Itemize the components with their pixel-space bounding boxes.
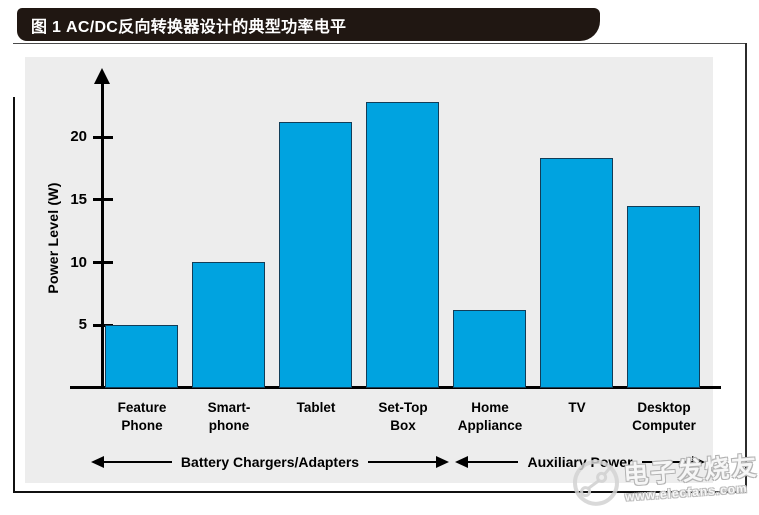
bar-tablet: [279, 122, 352, 388]
y-axis-line: [101, 83, 104, 389]
frame-border-top: [13, 43, 747, 44]
bar-feature-phone: [105, 325, 178, 388]
y-tick-5: [93, 323, 113, 327]
arrow-line: [104, 461, 172, 463]
frame-border-left: [13, 97, 15, 491]
y-tick-label-15: 15: [70, 190, 87, 208]
y-axis-arrowhead-icon: [94, 68, 110, 84]
arrow-line: [641, 461, 693, 463]
y-axis-title: Power Level (W): [45, 182, 61, 294]
figure-title-bar: 图 1 AC/DC反向转换器设计的典型功率电平: [17, 8, 600, 41]
figure-title: 图 1 AC/DC反向转换器设计的典型功率电平: [31, 18, 347, 36]
x-label-home-appliance: Home Appliance: [457, 400, 523, 433]
x-label-tv: TV: [568, 400, 586, 415]
group-label-battery-chargers: Battery Chargers/Adapters: [180, 454, 360, 470]
arrow-line: [468, 461, 519, 463]
frame-border-right: [745, 43, 747, 493]
bar-smart--phone: [192, 262, 265, 388]
x-label-tablet: Tablet: [296, 400, 336, 415]
bar-home-appliance: [453, 310, 526, 388]
y-tick-label-20: 20: [70, 128, 87, 145]
arrow-right-icon: [692, 456, 706, 468]
y-tick-label-10: 10: [70, 253, 87, 271]
x-label-smart--phone: Smart- phone: [207, 400, 251, 433]
bar-desktop-computer: [627, 206, 700, 388]
chart-plot-area: Power Level (W) 5 10 15 20 Feature Phone Sma…: [25, 57, 721, 483]
group-span-battery-chargers: Battery Chargers/Adapters: [91, 453, 450, 471]
y-tick-10: [93, 261, 113, 264]
y-tick-15: [93, 198, 113, 202]
x-label-set-top-box: Set-Top Box: [378, 400, 428, 433]
frame-border-bottom: [13, 491, 747, 493]
arrow-left-icon: [455, 456, 468, 468]
bar-tv: [540, 158, 613, 388]
x-label-desktop-computer: Desktop Computer: [632, 400, 696, 433]
bar-set-top-box: [366, 102, 439, 388]
y-tick-20: [93, 135, 113, 139]
y-tick-label-5: 5: [78, 316, 87, 334]
arrow-left-icon: [91, 456, 104, 468]
arrow-line: [368, 461, 437, 463]
arrow-right-icon: [436, 456, 450, 468]
x-label-feature-phone: Feature Phone: [117, 400, 167, 433]
group-label-auxiliary-power: Auxiliary Power: [527, 454, 633, 470]
group-span-auxiliary-power: Auxiliary Power: [455, 453, 706, 471]
